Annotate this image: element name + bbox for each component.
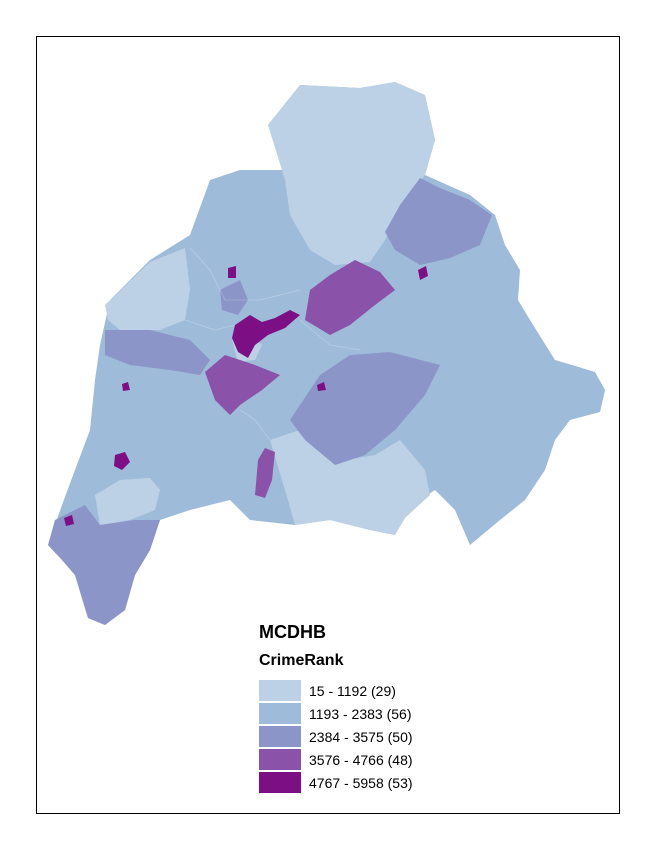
legend: MCDHB CrimeRank 15 - 1192 (29) 1193 - 238… xyxy=(259,622,413,795)
legend-swatch xyxy=(259,772,301,793)
legend-field-name: CrimeRank xyxy=(259,652,344,669)
region-west-light xyxy=(105,248,190,330)
legend-rows: 15 - 1192 (29) 1193 - 2383 (56) 2384 - 357… xyxy=(259,680,413,793)
region-dark-w xyxy=(114,452,130,470)
legend-label: 3576 - 4766 (48) xyxy=(309,751,413,768)
region-south-light xyxy=(270,430,430,535)
legend-swatch xyxy=(259,703,301,724)
region-ne-mid xyxy=(385,178,492,265)
region-west-mid xyxy=(105,330,210,375)
region-dark-ne xyxy=(418,266,428,280)
legend-title: MCDHB xyxy=(259,622,326,642)
legend-item: 4767 - 5958 (53) xyxy=(259,772,413,793)
legend-label: 2384 - 3575 (50) xyxy=(309,728,413,745)
region-south-purple xyxy=(255,448,275,498)
region-dark-e xyxy=(317,382,326,391)
legend-item: 15 - 1192 (29) xyxy=(259,680,413,701)
legend-swatch xyxy=(259,749,301,770)
region-sw-light xyxy=(95,478,160,525)
region-borders xyxy=(184,247,361,441)
legend-label: 4767 - 5958 (53) xyxy=(309,774,413,791)
region-sw-mid xyxy=(48,505,160,625)
legend-item: 3576 - 4766 (48) xyxy=(259,749,413,770)
region-core-purple xyxy=(205,355,280,415)
legend-label: 1193 - 2383 (56) xyxy=(309,705,412,722)
legend-swatch xyxy=(259,726,301,747)
region-center-purple xyxy=(305,260,395,335)
region-dark-coast xyxy=(64,515,74,526)
region-core-dark xyxy=(232,310,300,358)
region-dark-w2 xyxy=(122,382,130,391)
region-north-mid xyxy=(220,280,248,315)
region-dark-n xyxy=(228,266,236,278)
region-east-mid xyxy=(290,352,440,465)
legend-item: 2384 - 3575 (50) xyxy=(259,726,413,747)
legend-swatch xyxy=(259,680,301,701)
legend-label: 15 - 1192 (29) xyxy=(309,682,396,699)
legend-item: 1193 - 2383 (56) xyxy=(259,703,413,724)
